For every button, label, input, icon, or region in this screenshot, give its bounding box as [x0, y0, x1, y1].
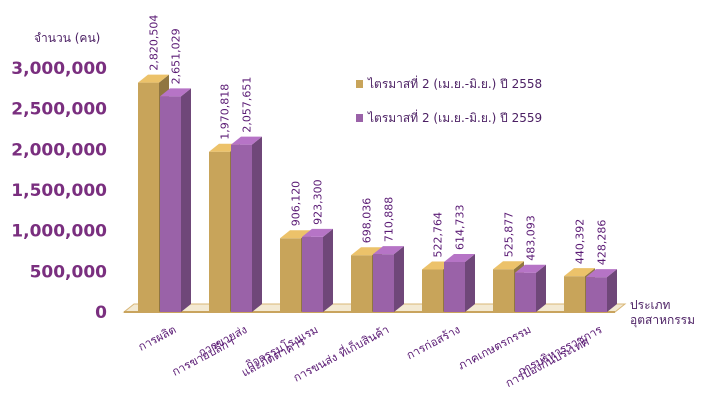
bar-side — [181, 88, 191, 313]
data-label: 923,300 — [312, 179, 325, 225]
bar — [586, 269, 617, 312]
bar-side — [252, 136, 262, 312]
bar-top — [564, 268, 595, 277]
x-axis-label-line: ประเภท — [630, 298, 671, 312]
bar-top — [493, 261, 524, 270]
data-label: 906,120 — [290, 181, 303, 227]
bar — [160, 88, 191, 313]
bar-top — [138, 74, 169, 83]
data-label: 440,392 — [574, 219, 587, 265]
bar-front — [351, 255, 372, 312]
bar-front — [586, 277, 607, 312]
data-label: 710,888 — [383, 197, 396, 243]
y-axis-label: จำนวน (คน) — [34, 31, 100, 45]
bar-top — [515, 264, 546, 273]
x-axis-label-line: อุตสาหกรรม — [630, 313, 695, 328]
bar-front — [493, 269, 514, 312]
data-labels: 2,820,504 2,651,029 1,970,818 2,057,651 906,… — [148, 15, 609, 266]
bar-side — [394, 246, 404, 312]
bar-front — [160, 96, 181, 313]
data-label: 2,651,029 — [170, 28, 183, 84]
category-label: การขายปลีกฯ — [169, 334, 236, 378]
bar-front — [280, 238, 301, 312]
data-label: 522,764 — [432, 212, 445, 258]
bar-front — [564, 276, 585, 312]
legend: ไตรมาสที่ 2 (เม.ย.-มิ.ย.) ปี 2558 ไตรมาสท… — [356, 75, 542, 125]
data-label: 525,877 — [503, 212, 516, 258]
bar — [231, 136, 262, 312]
bar-front — [138, 82, 159, 313]
data-label: 483,093 — [525, 215, 538, 261]
bar-side — [607, 269, 617, 312]
bar-side — [465, 254, 475, 312]
data-label: 2,057,651 — [241, 77, 254, 133]
category-label: การก่อสร้าง — [404, 322, 462, 362]
bars — [138, 74, 617, 313]
y-tick-label: 3,000,000 — [11, 59, 107, 79]
bar — [302, 228, 333, 312]
y-tick-label: 500,000 — [30, 262, 108, 282]
y-tick-label: 1,000,000 — [11, 222, 107, 242]
bar — [515, 264, 546, 312]
bar-front — [422, 269, 443, 312]
bar-top — [231, 136, 262, 145]
bar-front — [515, 272, 536, 312]
legend-label: ไตรมาสที่ 2 (เม.ย.-มิ.ย.) ปี 2558 — [367, 75, 542, 91]
y-tick-label: 0 — [95, 303, 107, 323]
y-tick-label: 1,500,000 — [11, 181, 107, 201]
bar-front — [231, 144, 252, 312]
data-label: 2,820,504 — [148, 15, 161, 71]
bar-top — [160, 88, 191, 97]
category-label: การผลิต — [136, 322, 179, 354]
legend-label: ไตรมาสที่ 2 (เม.ย.-มิ.ย.) ปี 2559 — [367, 109, 542, 125]
legend-swatch — [356, 114, 363, 122]
data-label: 698,036 — [361, 198, 374, 244]
bar-front — [444, 262, 465, 312]
bar — [444, 254, 475, 312]
bar-side — [323, 228, 333, 312]
y-axis-ticks: 0 500,000 1,000,000 1,500,000 2,000,000 2,500… — [11, 59, 107, 323]
data-label: 1,970,818 — [219, 84, 232, 140]
bar-top — [586, 269, 617, 278]
legend-swatch — [356, 80, 363, 88]
y-tick-label: 2,000,000 — [11, 140, 107, 160]
bar-front — [209, 151, 230, 312]
y-tick-label: 2,500,000 — [11, 100, 107, 120]
bar-top — [373, 246, 404, 255]
bar-front — [302, 236, 323, 312]
data-label: 428,286 — [596, 220, 609, 266]
bar-side — [536, 264, 546, 312]
bar — [373, 246, 404, 312]
bar-top — [302, 228, 333, 237]
bar-top — [444, 254, 475, 263]
data-label: 614,733 — [454, 205, 467, 251]
bar-front — [373, 254, 394, 312]
